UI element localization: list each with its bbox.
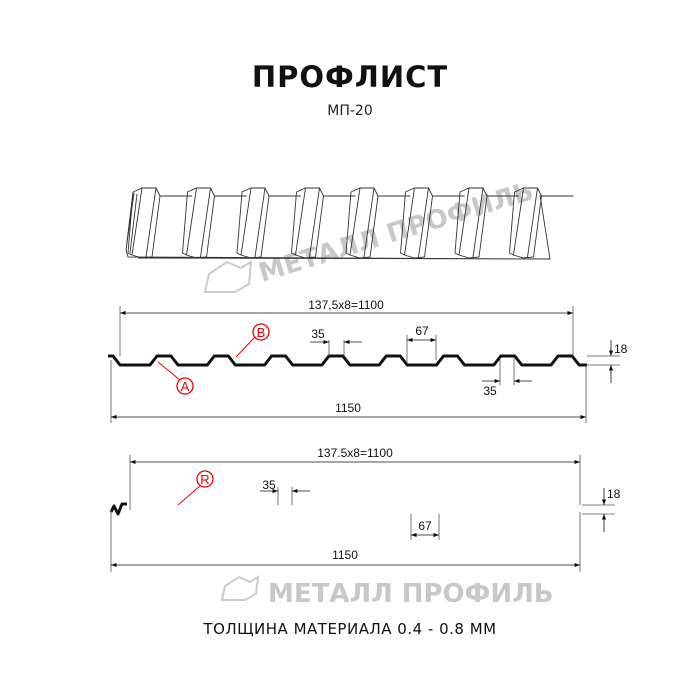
rib-top-label: 35	[311, 327, 325, 341]
watermark-text: МЕТАЛЛ ПРОФИЛЬ	[255, 177, 537, 289]
width-label: 1150	[335, 401, 361, 415]
svg-text:B: B	[257, 325, 266, 340]
sheet-rib	[345, 187, 410, 259]
material-thickness-note: ТОЛЩИНА МАТЕРИАЛА 0.4 - 0.8 ММ	[203, 620, 497, 638]
profile-a: 137,5x8=1100 1150 35 67 35 18 B A	[108, 298, 628, 423]
width-label: 1150	[332, 548, 358, 562]
sheet-rib	[182, 187, 247, 259]
watermark-logo-icon	[203, 260, 253, 293]
gap-label: 67	[418, 519, 432, 533]
profile-b-outline	[109, 502, 127, 516]
sheet-rib	[454, 187, 519, 259]
watermark-2: МЕТАЛЛ ПРОФИЛЬ	[220, 575, 554, 609]
svg-text:A: A	[181, 379, 190, 394]
rib-bottom-label: 35	[483, 384, 497, 398]
sheet-3d-view	[125, 187, 574, 260]
sheet-outline	[125, 191, 551, 260]
sheet-rib	[127, 187, 192, 259]
profile-b: 137.5x8=1100 1150 35 67 18 R	[109, 446, 621, 572]
height-label: 18	[607, 487, 621, 501]
marker-r: R	[177, 470, 214, 506]
sheet-rib	[509, 187, 574, 259]
sheet-rib	[236, 187, 301, 259]
page-title: ПРОФЛИСТ	[251, 60, 449, 94]
sheet-rib	[400, 187, 465, 259]
watermark-logo-icon	[220, 575, 260, 601]
sheet-rib	[291, 187, 356, 259]
rib-top-label: 35	[262, 478, 276, 492]
model-subtitle: МП-20	[327, 103, 373, 119]
marker-a: A	[157, 361, 194, 395]
watermark-1: МЕТАЛЛ ПРОФИЛЬ	[203, 177, 537, 293]
watermark-text: МЕТАЛЛ ПРОФИЛЬ	[268, 579, 554, 609]
pitch-label: 137.5x8=1100	[317, 446, 393, 460]
height-label: 18	[614, 342, 628, 356]
pitch-label: 137,5x8=1100	[308, 298, 384, 312]
svg-text:R: R	[200, 472, 209, 487]
gap-label: 67	[415, 324, 429, 338]
profile-a-outline	[108, 354, 587, 367]
marker-b: B	[235, 323, 270, 358]
